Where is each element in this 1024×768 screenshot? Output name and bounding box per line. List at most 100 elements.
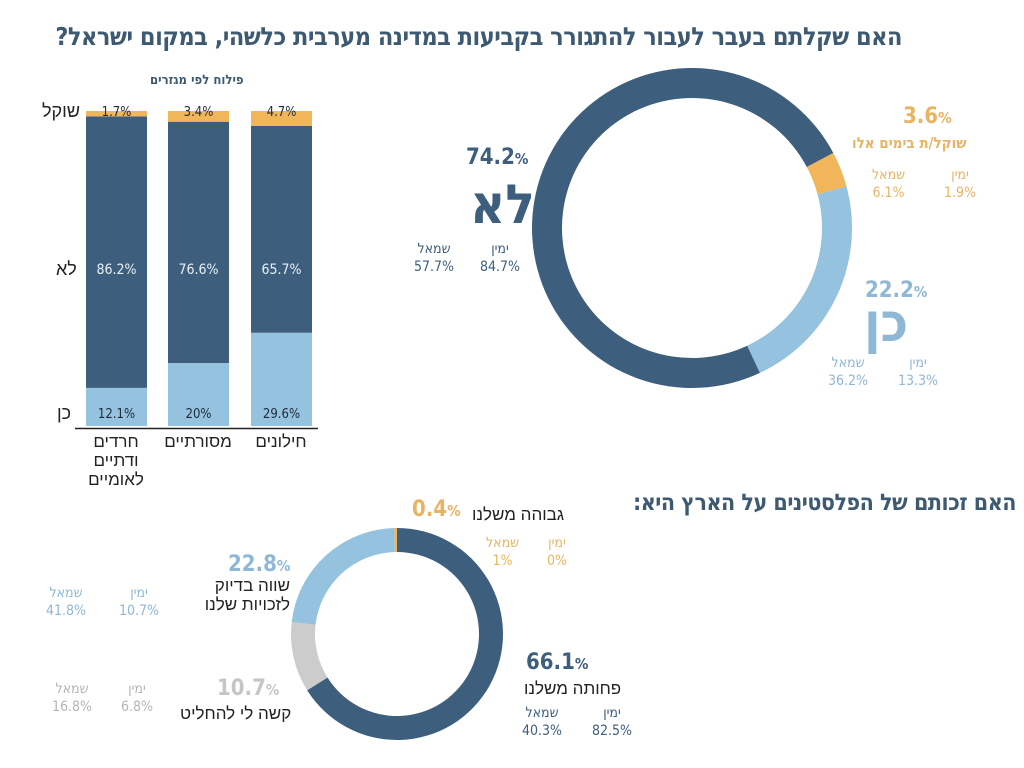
bottom-donut-slice-hard: [290, 622, 328, 691]
top-donut-slice-yes: [747, 186, 852, 373]
bar-label-no: 76.6%: [178, 262, 218, 278]
bar-label-yes: 29.6%: [263, 407, 300, 422]
bar-segment-yes: [251, 332, 312, 426]
pct-number: 22.8: [228, 552, 277, 577]
right-value: 10.7%: [119, 603, 160, 619]
left-value: 36.2%: [828, 373, 869, 389]
left-label: שמאל: [872, 167, 906, 183]
right-value: 84.7%: [480, 259, 521, 275]
bar-segment-considering: [251, 111, 312, 126]
left-label: שמאל: [525, 705, 559, 721]
pct-sign: %: [938, 109, 952, 127]
slice-label-equal: 22.8%: [228, 552, 290, 577]
slice-label-yes: 22.2%: [865, 278, 927, 303]
row-label-yes: כן: [57, 403, 72, 423]
slice-name-less: פחותה משלנו: [524, 679, 622, 698]
label-line: שווה בדיוק: [214, 576, 290, 595]
slice-name-hard: קשה לי להחליט: [180, 704, 292, 723]
right-breakdown: ימין 82.5%: [592, 704, 632, 740]
left-value: 16.8%: [52, 699, 93, 715]
left-value: 41.8%: [46, 603, 87, 619]
left-breakdown: שמאל 1%: [486, 534, 519, 570]
bar-segment-yes: [86, 387, 147, 426]
category-label: מסורתיים: [158, 432, 238, 451]
pct-value: 3.6%: [903, 104, 952, 129]
pct-number: 0.4: [412, 497, 448, 522]
slice-name-higher: גבוהה משלנו: [472, 505, 565, 524]
category-line: מסורתיים: [164, 432, 232, 451]
row-label-considering: שוקל: [42, 101, 80, 121]
left-value: 6.1%: [872, 185, 905, 201]
bar-label-no: 86.2%: [96, 262, 136, 278]
right-label: ימין: [951, 167, 969, 183]
slice-name-yes: כן: [864, 291, 909, 354]
left-breakdown: שמאל 36.2%: [828, 354, 868, 390]
left-breakdown: שמאל 16.8%: [52, 680, 92, 716]
right-breakdown: ימין 10.7%: [119, 584, 159, 620]
slice-label-less: 66.1%: [526, 650, 588, 675]
category-line: חילונים: [255, 432, 307, 451]
right-value: 13.3%: [898, 373, 939, 389]
bar-label-considering: 3.4%: [184, 105, 214, 120]
slice-label-hard: 10.7%: [217, 676, 279, 701]
bar-label-considering: 4.7%: [267, 105, 297, 120]
pct-value: 66.1%: [526, 650, 588, 675]
pct-sign: %: [514, 150, 529, 168]
slice-name-considering: שוקל/ת בימים אלו: [852, 134, 967, 152]
right-breakdown: ימין 0%: [547, 534, 567, 570]
left-label: שמאל: [486, 535, 520, 551]
pct-value: 22.8%: [228, 552, 290, 577]
top-donut-slice-considering: [806, 152, 847, 195]
pct-number: 22.2: [865, 278, 914, 303]
right-value: 1.9%: [944, 185, 976, 201]
pct-value: 22.2%: [865, 278, 927, 303]
pct-sign: %: [913, 283, 928, 301]
category-line: חרדים: [93, 432, 139, 451]
left-value: 40.3%: [522, 723, 563, 739]
left-label: שמאל: [49, 585, 83, 601]
pct-number: 66.1: [526, 650, 575, 675]
right-value: 82.5%: [592, 723, 633, 739]
category-line: לאומיים: [88, 470, 144, 489]
left-label: שמאל: [55, 681, 89, 697]
right-label: ימין: [548, 535, 566, 551]
right-label: ימין: [603, 705, 621, 721]
bar-segment-no: [168, 121, 229, 364]
bar-label-considering: 1.7%: [102, 105, 132, 120]
left-breakdown: שמאל 57.7%: [414, 240, 454, 276]
right-value: 6.8%: [121, 699, 153, 715]
pct-sign: %: [574, 655, 589, 673]
bottom-donut-slice-equal: [291, 528, 395, 625]
pct-number: 10.7: [217, 676, 266, 701]
label-line: לזכויות שלנו: [204, 595, 290, 614]
right-breakdown: ימין 6.8%: [121, 680, 153, 716]
pct-number: 3.6: [903, 104, 939, 129]
left-label: שמאל: [831, 355, 865, 371]
right-label: ימין: [491, 241, 509, 257]
left-value: 57.7%: [414, 259, 455, 275]
slice-name-equal: שווה בדיוק לזכויות שלנו: [204, 576, 290, 614]
bar-label-yes: 20%: [186, 407, 212, 422]
pct-sign: %: [447, 502, 461, 520]
right-value: 0%: [547, 553, 567, 569]
left-breakdown: שמאל 6.1%: [872, 166, 905, 202]
main-title: האם שקלתם בעבר לעבור להתגורר בקביעות במד…: [55, 22, 902, 51]
right-label: ימין: [130, 585, 148, 601]
left-label: שמאל: [417, 241, 451, 257]
right-breakdown: ימין 1.9%: [944, 166, 976, 202]
left-breakdown: שמאל 41.8%: [46, 584, 86, 620]
bar-segment-no: [251, 125, 312, 333]
slice-name-no: לא: [470, 173, 535, 236]
bottom-donut-slice-higher: [394, 528, 397, 553]
bar-segment-considering: [86, 111, 147, 117]
category-line: ודתיים: [93, 451, 139, 470]
right-label: ימין: [909, 355, 927, 371]
right-breakdown: ימין 13.3%: [898, 354, 938, 390]
right-breakdown: ימין 84.7%: [480, 240, 520, 276]
pct-number: 74.2: [466, 145, 515, 170]
bar-chart-title: פילוח לפי מגזרים: [150, 73, 244, 88]
category-label: חרדים ודתיים לאומיים: [76, 432, 156, 489]
bar-label-yes: 12.1%: [98, 407, 135, 422]
right-label: ימין: [128, 681, 146, 697]
